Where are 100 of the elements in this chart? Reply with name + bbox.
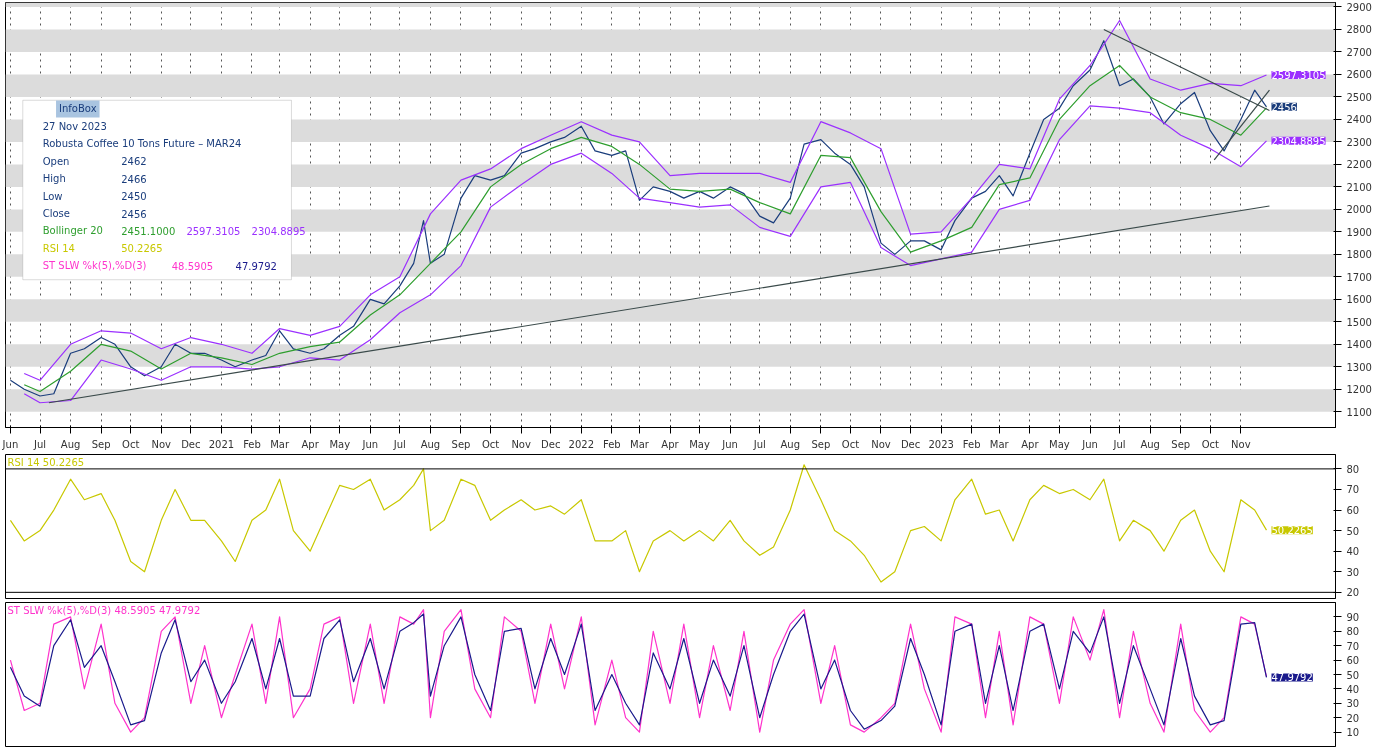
x-tick-label: Feb (243, 438, 261, 450)
y-tick-label: 40 (1346, 683, 1360, 695)
y-tick-label: 70 (1346, 640, 1360, 652)
x-tick-label: 2022 (568, 438, 594, 450)
annotation: InfoBox (59, 103, 97, 115)
y-tick-label: 1700 (1346, 271, 1372, 283)
annotation: ST SLW %k(5),%D(3) (42, 260, 147, 272)
y-tick-label: 2100 (1346, 181, 1372, 193)
y-tick-label: 1400 (1346, 339, 1372, 351)
y-tick-label: 2400 (1346, 114, 1372, 126)
annotation: 48.5905 (171, 260, 214, 272)
x-tick-label: Mar (270, 438, 290, 450)
annotation: Bollinger 20 (42, 225, 103, 237)
annotation: 50.2265 (121, 243, 163, 255)
x-tick-label: Aug (780, 438, 801, 450)
x-tick-label: Apr (301, 438, 320, 450)
y-tick-label: 90 (1346, 611, 1360, 623)
x-tick-label: Sep (811, 438, 831, 450)
x-tick-label: Feb (962, 438, 981, 450)
data-label: 50.2265 (1271, 525, 1313, 537)
annotation: Open (42, 155, 70, 167)
y-tick-label: 20 (1346, 712, 1360, 724)
x-tick-label: May (329, 438, 351, 450)
y-tick-label: 2200 (1346, 159, 1372, 171)
x-tick-label: Nov (151, 438, 172, 450)
x-tick-label: Jun (1081, 438, 1098, 450)
x-tick-label: May (689, 438, 710, 450)
x-tick-label: Feb (602, 438, 621, 450)
x-tick-label: Sep (1171, 438, 1191, 450)
x-tick-label: Jun (721, 438, 738, 450)
annotation: 2451.1000 (121, 225, 176, 237)
annotation: 2456 (121, 208, 147, 220)
y-tick-label: 1800 (1346, 249, 1372, 261)
annotation: 2466 (121, 173, 147, 185)
x-tick-label: Oct (122, 438, 140, 450)
x-tick-label: Mar (989, 438, 1010, 450)
x-tick-label: Aug (60, 438, 81, 450)
y-tick-label: 1500 (1346, 316, 1372, 328)
y-tick-label: 50 (1346, 669, 1360, 681)
y-tick-label: 10 (1346, 727, 1360, 739)
x-tick-label: Nov (1231, 438, 1251, 450)
y-tick-label: 30 (1346, 698, 1360, 710)
annotation: 2597.3105 (186, 225, 241, 237)
x-tick-label: Sep (91, 438, 111, 450)
y-tick-label: 60 (1346, 505, 1360, 517)
y-tick-label: 30 (1346, 566, 1360, 578)
annotation: 27 Nov 2023 (42, 120, 107, 132)
x-tick-label: Jul (752, 438, 766, 450)
y-tick-label: 1100 (1346, 406, 1372, 418)
x-tick-label: Sep (451, 438, 471, 450)
x-tick-label: Oct (841, 438, 860, 450)
y-tick-label: 2800 (1346, 24, 1372, 36)
x-tick-label: Nov (871, 438, 891, 450)
x-tick-label: Aug (420, 438, 441, 450)
y-tick-label: 2300 (1346, 136, 1372, 148)
x-tick-label: Jul (1112, 438, 1126, 450)
y-tick-label: 1900 (1346, 226, 1372, 238)
y-tick-label: 60 (1346, 655, 1360, 667)
y-tick-label: 1200 (1346, 384, 1372, 396)
annotation: 47.9792 (235, 260, 277, 272)
annotation: High (42, 173, 66, 185)
y-tick-label: 80 (1346, 626, 1360, 638)
x-tick-label: Mar (630, 438, 650, 450)
data-label: 2456 (1271, 101, 1297, 113)
data-label: 2597.3105 (1271, 70, 1326, 82)
x-tick-label: 2023 (928, 438, 954, 450)
y-tick-label: 20 (1346, 587, 1360, 599)
x-tick-label: Oct (1201, 438, 1220, 450)
x-tick-label: Dec (900, 438, 921, 450)
y-tick-label: 2500 (1346, 91, 1372, 103)
y-tick-label: 2700 (1346, 46, 1372, 58)
annotation: 2304.8895 (251, 225, 306, 237)
annotation: 2462 (121, 156, 147, 168)
x-tick-label: Aug (1140, 438, 1160, 450)
y-tick-label: 50 (1346, 525, 1360, 537)
y-tick-label: 2000 (1346, 204, 1372, 216)
annotation: 2450 (121, 191, 147, 203)
x-tick-label: Apr (1021, 438, 1040, 450)
data-label: 2304.8895 (1271, 135, 1326, 147)
y-tick-label: 2600 (1346, 69, 1372, 81)
x-tick-label: 2021 (208, 438, 235, 450)
y-tick-label: 2900 (1346, 2, 1372, 13)
data-label: 47.9792 (1271, 672, 1313, 684)
x-tick-label: Oct (481, 438, 500, 450)
annotation: ST SLW %k(5),%D(3) 48.5905 47.9792 (7, 604, 201, 616)
x-tick-label: Jun (361, 438, 379, 450)
y-tick-label: 70 (1346, 484, 1360, 496)
y-tick-label: 40 (1346, 546, 1360, 558)
annotation: RSI 14 (42, 242, 75, 254)
y-tick-label: 1600 (1346, 294, 1372, 306)
x-tick-label: Nov (511, 438, 531, 450)
annotation: RSI 14 50.2265 (7, 456, 85, 468)
x-tick-label: Jul (392, 438, 406, 450)
annotation: Close (42, 208, 70, 220)
annotation: Low (42, 190, 63, 202)
x-tick-label: Jun (1, 438, 19, 450)
x-tick-label: May (1049, 438, 1070, 450)
y-tick-label: 80 (1346, 463, 1360, 475)
x-tick-label: Dec (181, 438, 201, 450)
x-tick-label: Dec (541, 438, 561, 450)
